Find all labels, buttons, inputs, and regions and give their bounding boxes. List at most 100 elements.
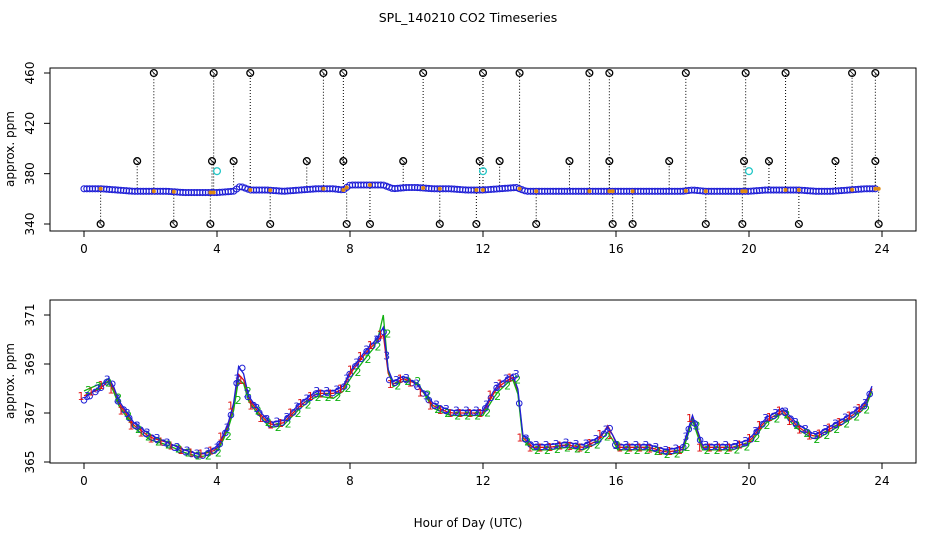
bottom-y-axis-label: approx. ppm — [3, 343, 17, 419]
y-tick-label: 380 — [23, 162, 37, 185]
spike-point-low-cross — [740, 221, 745, 227]
series-3-point — [651, 445, 659, 452]
spike-point-high-cross — [587, 70, 592, 76]
series-3-point — [781, 409, 789, 417]
spike-base-marker — [534, 189, 539, 194]
spike-point-high — [681, 68, 690, 78]
series-3-point — [374, 335, 382, 343]
series-2-label: 2 — [744, 440, 751, 453]
series-1-label: 1 — [816, 428, 823, 441]
top-x-axis: 0 4 8 12 16 20 24 — [80, 231, 890, 256]
x-axis-label: Hour of Day (UTC) — [414, 516, 523, 530]
series-1-label: 1 — [247, 400, 254, 413]
series-3-point — [792, 421, 800, 428]
series-1-label: 1 — [307, 390, 314, 403]
spike-base-marker — [481, 188, 485, 193]
series-3-point — [414, 383, 421, 391]
top-panel: 0 4 8 12 16 20 24 340 380 420 460 approx. ppm — [3, 62, 917, 256]
series-3-point — [855, 407, 862, 414]
series-1-label: 1 — [227, 400, 234, 413]
series-3-point — [182, 449, 190, 456]
series-3-label: 3 — [642, 439, 649, 452]
series-3-point — [125, 414, 133, 422]
series-1-label: 1 — [267, 419, 274, 432]
series-1-label: 1 — [766, 411, 773, 424]
x-tick-label: 24 — [874, 474, 889, 488]
series-1-label: 1 — [606, 429, 613, 442]
series-3-point — [730, 443, 738, 450]
series-3-label: 3 — [622, 439, 629, 452]
series-1-label: 1 — [596, 428, 603, 441]
series-2-label: 2 — [763, 419, 770, 432]
series-1-label: 1 — [287, 407, 294, 420]
series-2-label: 2 — [424, 389, 431, 402]
series-1-label: 1 — [477, 407, 484, 420]
series-3-point — [442, 407, 450, 415]
series-3-label: 3 — [543, 439, 550, 452]
series-3-point — [431, 402, 438, 410]
spike-point-low-cross — [533, 221, 539, 227]
spike-point-mid-cross — [209, 158, 215, 164]
spike-point-mid — [207, 157, 217, 166]
series-2-label: 2 — [384, 327, 391, 340]
spike-point-low — [342, 219, 351, 229]
x-tick-label: 0 — [80, 474, 88, 488]
series-3-label: 3 — [463, 405, 470, 418]
series-3-point — [148, 434, 156, 441]
spike-point-mid-cross — [304, 158, 310, 164]
bottom-y-axis: 365 367 369 371 — [23, 304, 50, 473]
series-3-point — [685, 425, 693, 433]
series-3-point — [199, 452, 207, 459]
series-2-label: 2 — [534, 444, 541, 457]
spike-base-marker — [171, 189, 176, 194]
spike-point-low — [738, 219, 747, 229]
spike-point-mid — [133, 157, 142, 166]
series-1-label: 1 — [796, 424, 803, 437]
series-3-point — [261, 415, 269, 423]
spike-base-marker — [421, 186, 426, 191]
spike-base-marker — [743, 189, 748, 194]
series-1-label: 1 — [826, 422, 833, 435]
spike-point-high — [419, 68, 428, 78]
calibration-point — [744, 167, 754, 176]
series-3-point — [391, 379, 399, 387]
series-3-point — [380, 328, 387, 336]
spike-point-high-cross — [683, 70, 689, 76]
series-3-point — [419, 390, 427, 397]
spike-point-low-cross — [474, 221, 479, 227]
series-1-label: 1 — [437, 404, 444, 417]
series-3-label: 3 — [243, 387, 250, 400]
spike-point-mid — [399, 157, 408, 166]
series-3-label: 3 — [164, 436, 171, 449]
spike-point-low — [628, 219, 637, 229]
series-3-point — [114, 397, 122, 405]
series-3-label: 3 — [802, 423, 809, 436]
spike-base-marker — [151, 189, 156, 194]
series-2-label: 2 — [285, 418, 292, 431]
series-1-label: 1 — [97, 379, 104, 392]
series-2-label: 2 — [315, 391, 322, 404]
series-2-label: 2 — [245, 385, 252, 398]
spike-point-low-cross — [437, 221, 443, 227]
series-1-label: 1 — [237, 374, 244, 387]
series-3-point — [866, 390, 873, 398]
spike-point-high-cross — [247, 70, 253, 76]
series-2-label: 2 — [863, 403, 870, 416]
spike-point-low-cross — [171, 221, 177, 227]
series-3-point — [578, 443, 585, 450]
series-1-label: 1 — [536, 441, 543, 454]
series-2-label: 2 — [345, 382, 352, 395]
spike-base-marker — [437, 186, 442, 191]
series-3-point — [340, 383, 348, 390]
series-3-label: 3 — [682, 431, 689, 444]
series-3-point — [679, 443, 687, 451]
series-3-label: 3 — [742, 435, 749, 448]
series-1-label: 1 — [207, 445, 214, 458]
series-3-point — [289, 409, 297, 416]
spike-point-mid — [739, 157, 749, 166]
spike-point-low-cross — [208, 221, 213, 227]
x-tick-label: 12 — [475, 242, 490, 256]
series-1-label: 1 — [636, 441, 643, 454]
series-3-label: 3 — [124, 407, 131, 420]
